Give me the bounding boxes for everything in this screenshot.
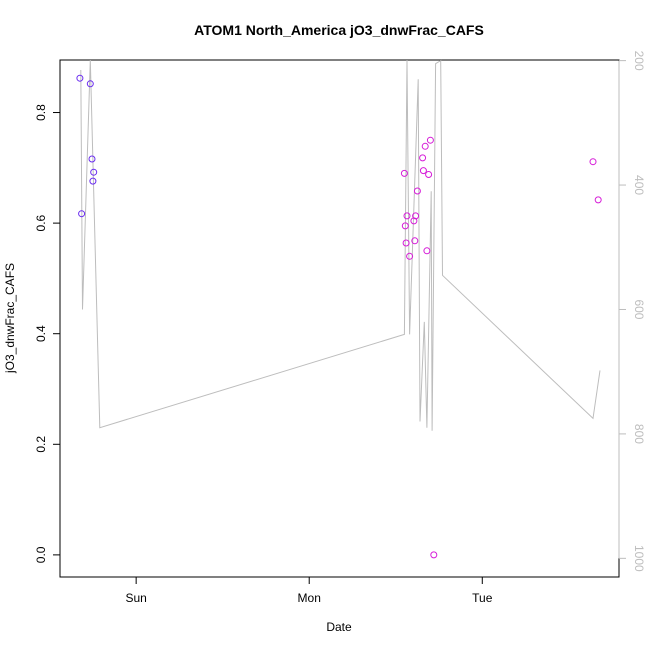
data-point	[421, 142, 429, 150]
scatter-points	[76, 74, 602, 559]
pressure-series	[80, 59, 601, 431]
data-point	[423, 247, 431, 255]
data-point	[425, 171, 433, 178]
y-tick-label: 0.4	[34, 325, 48, 342]
y-tick-label: 0.8	[34, 104, 48, 121]
right-y-tick-label: 200	[632, 51, 646, 71]
data-point	[410, 217, 418, 225]
right-y-tick-label: 800	[632, 424, 646, 444]
data-point	[411, 237, 419, 245]
data-point	[88, 155, 96, 163]
data-point	[589, 158, 597, 166]
data-point	[412, 212, 420, 220]
data-point	[86, 80, 94, 88]
data-point	[78, 210, 86, 218]
pressure-line	[80, 59, 601, 431]
right-y-axis: 200 400 600 800 1000	[618, 51, 646, 572]
y-axis: 0.0 0.2 0.4 0.6 0.8	[34, 104, 61, 563]
x-tick-label: Mon	[298, 591, 321, 605]
y-tick-label: 0.2	[34, 436, 48, 453]
data-point	[402, 239, 410, 247]
data-point	[401, 222, 409, 230]
x-tick-label: Tue	[472, 591, 493, 605]
x-tick-label: Sun	[125, 591, 146, 605]
data-point	[400, 169, 408, 177]
data-point	[90, 168, 98, 176]
right-y-tick-label: 400	[632, 175, 646, 195]
data-point	[406, 252, 414, 260]
data-point	[403, 212, 411, 220]
x-axis: Sun Mon Tue	[125, 576, 493, 605]
y-tick-label: 0.6	[34, 214, 48, 231]
x-axis-label: Date	[326, 620, 352, 634]
data-point	[76, 74, 84, 82]
data-point	[426, 136, 434, 144]
y-axis-label: jO3_dnwFrac_CAFS	[3, 263, 17, 374]
data-point	[413, 187, 421, 195]
data-point	[430, 551, 438, 559]
data-point	[89, 177, 97, 185]
data-point	[419, 167, 427, 175]
chart-title: ATOM1 North_America jO3_dnwFrac_CAFS	[194, 22, 484, 38]
plot-frame	[59, 59, 620, 578]
right-y-tick-label: 600	[632, 299, 646, 319]
data-point	[594, 196, 602, 204]
y-tick-label: 0.0	[34, 546, 48, 563]
right-y-tick-label: 1000	[632, 545, 646, 572]
data-point	[419, 154, 427, 162]
